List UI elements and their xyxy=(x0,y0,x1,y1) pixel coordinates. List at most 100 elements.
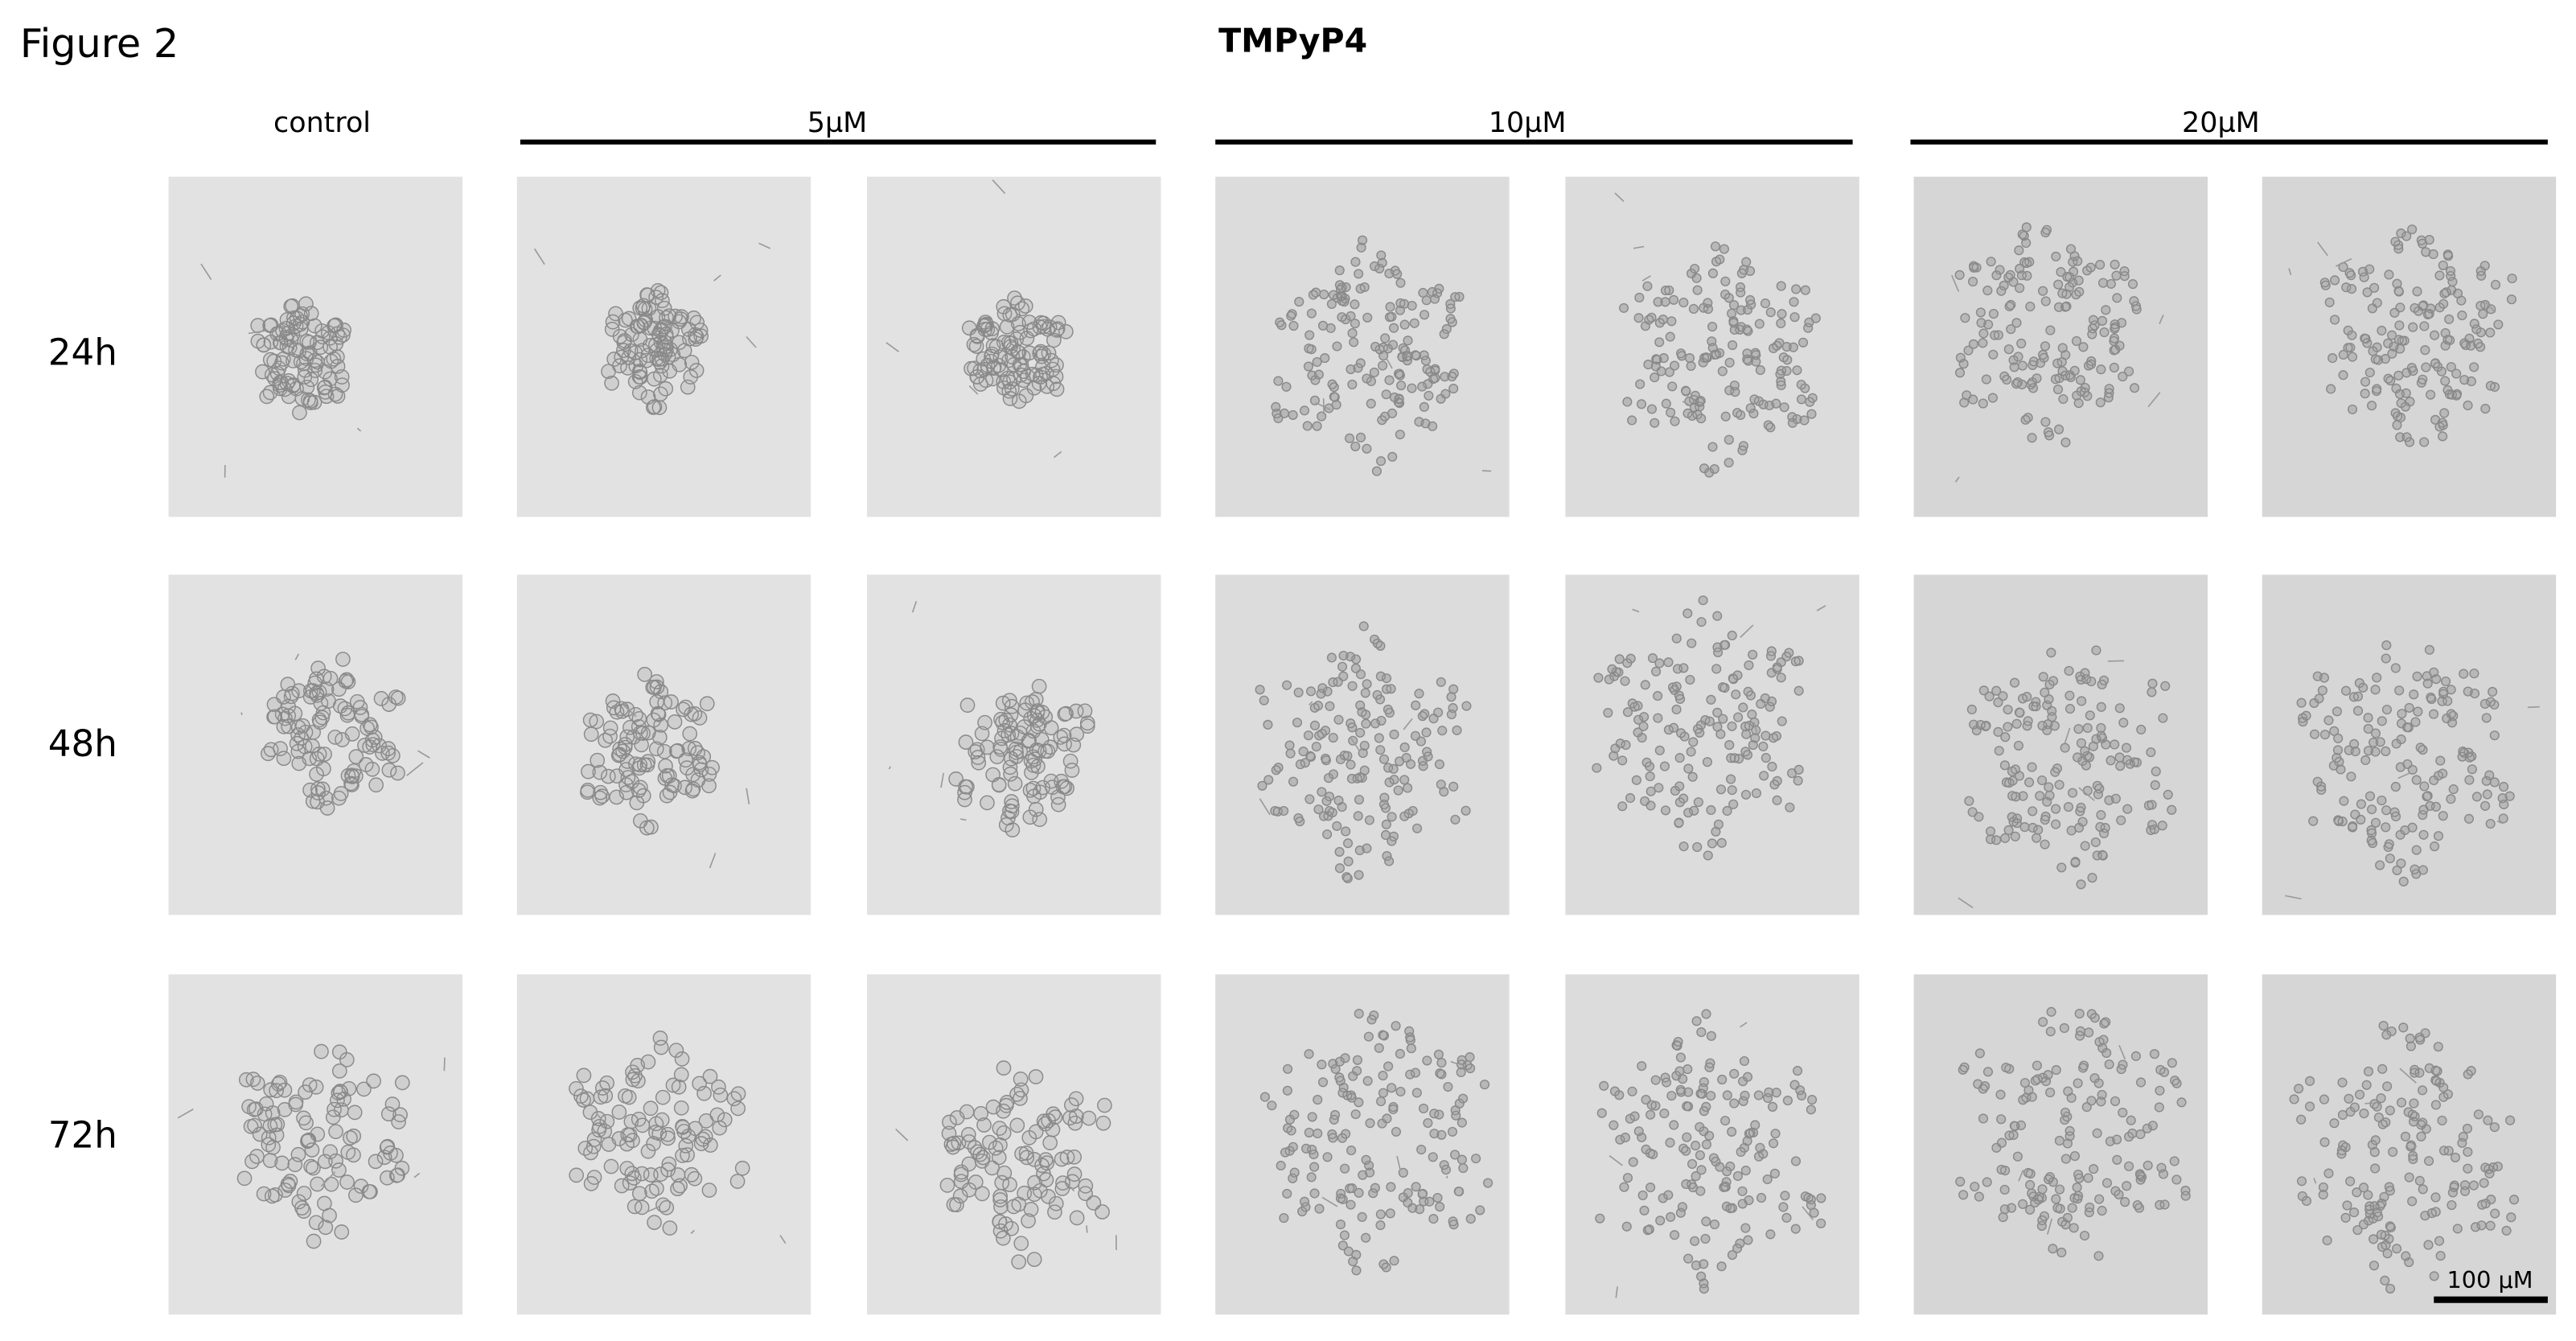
cell-cluster xyxy=(1255,621,1472,883)
debris xyxy=(1403,718,1413,730)
debris xyxy=(885,342,899,352)
debris xyxy=(758,242,771,249)
debris xyxy=(709,853,717,869)
micrograph xyxy=(1565,974,1859,1315)
debris xyxy=(713,274,721,282)
debris xyxy=(1958,897,1974,909)
debris xyxy=(2397,772,2410,780)
debris xyxy=(248,330,265,335)
cell-cluster xyxy=(1964,645,2177,890)
cell-cluster xyxy=(601,282,709,416)
debris xyxy=(2288,268,2292,275)
debris xyxy=(2527,705,2540,709)
debris xyxy=(1054,450,1062,459)
debris xyxy=(940,772,945,788)
micrograph xyxy=(1565,574,1859,915)
debris xyxy=(690,1229,695,1235)
row-label: 24h xyxy=(48,331,117,373)
debris xyxy=(646,1206,659,1213)
column-header: 5µM xyxy=(807,107,868,139)
debris xyxy=(200,263,212,280)
debris xyxy=(1309,701,1313,705)
cell-cluster xyxy=(961,290,1074,409)
cell-cluster xyxy=(1259,1009,1493,1276)
row-label: 48h xyxy=(48,722,117,765)
debris xyxy=(960,818,967,821)
debris xyxy=(1682,401,1691,406)
debris xyxy=(888,766,891,770)
debris xyxy=(2118,1044,2126,1060)
cell-cluster xyxy=(939,1060,1112,1269)
debris xyxy=(1385,357,1393,369)
compound-label: TMPyP4 xyxy=(1218,21,1367,60)
debris xyxy=(1615,1286,1618,1298)
debris xyxy=(406,762,424,776)
debris xyxy=(2336,257,2352,267)
debris xyxy=(1802,1206,1814,1220)
cell-cluster xyxy=(2319,224,2517,447)
debris xyxy=(2018,1170,2024,1182)
debris xyxy=(2313,1178,2317,1184)
debris xyxy=(2484,301,2496,313)
debris xyxy=(992,179,1006,195)
debris xyxy=(443,1057,446,1072)
debris xyxy=(1740,624,1754,638)
panel-grid xyxy=(168,176,2557,1315)
debris xyxy=(1259,798,1271,816)
debris xyxy=(1450,1060,1457,1065)
cell-cluster xyxy=(1619,241,1821,478)
debris xyxy=(2046,1218,2053,1235)
cell-cluster xyxy=(948,678,1095,837)
debris xyxy=(2317,241,2328,257)
debris xyxy=(1632,608,1640,613)
debris xyxy=(895,1128,909,1141)
debris xyxy=(1740,1022,1748,1028)
column-header: 10µM xyxy=(1489,107,1567,139)
debris xyxy=(621,702,637,718)
cell-cluster xyxy=(1592,595,1804,861)
scale-bar-label: 100 µM xyxy=(2447,1266,2533,1294)
debris xyxy=(2107,660,2125,662)
debris xyxy=(320,1171,336,1187)
debris xyxy=(634,726,650,744)
debris xyxy=(1641,275,1651,282)
debris xyxy=(2064,727,2071,744)
figure-title: Figure 2 xyxy=(20,20,179,67)
cell-cluster xyxy=(261,652,406,816)
row-label: 72h xyxy=(48,1113,117,1156)
debris xyxy=(2078,787,2095,801)
debris xyxy=(596,1113,607,1125)
micrograph xyxy=(1913,574,2208,915)
debris xyxy=(1633,245,1645,249)
cell-cluster xyxy=(569,1030,750,1236)
debris xyxy=(2285,895,2302,900)
debris xyxy=(533,248,545,265)
debris xyxy=(2159,315,2164,325)
debris xyxy=(911,601,918,613)
debris xyxy=(2364,1102,2373,1104)
debris xyxy=(1954,476,1960,483)
cell-cluster xyxy=(250,296,351,421)
debris xyxy=(1315,401,1331,410)
cell-cluster xyxy=(2289,1021,2520,1294)
debris xyxy=(2496,821,2504,825)
debris xyxy=(746,335,757,348)
column-header: control xyxy=(273,107,371,139)
debris xyxy=(1614,192,1625,202)
cell-cluster xyxy=(1595,1009,1826,1294)
debris xyxy=(177,1109,194,1119)
debris xyxy=(2412,1145,2418,1157)
cell-cluster xyxy=(1271,235,1465,476)
debris xyxy=(1816,605,1826,611)
debris xyxy=(2399,1067,2417,1084)
debris xyxy=(1070,1186,1075,1192)
debris xyxy=(1752,722,1758,734)
debris xyxy=(2147,392,2161,408)
debris xyxy=(968,385,979,395)
debris xyxy=(294,653,300,660)
debris xyxy=(1321,1196,1338,1207)
cell-cluster xyxy=(1955,1006,2191,1261)
debris xyxy=(413,1172,421,1179)
